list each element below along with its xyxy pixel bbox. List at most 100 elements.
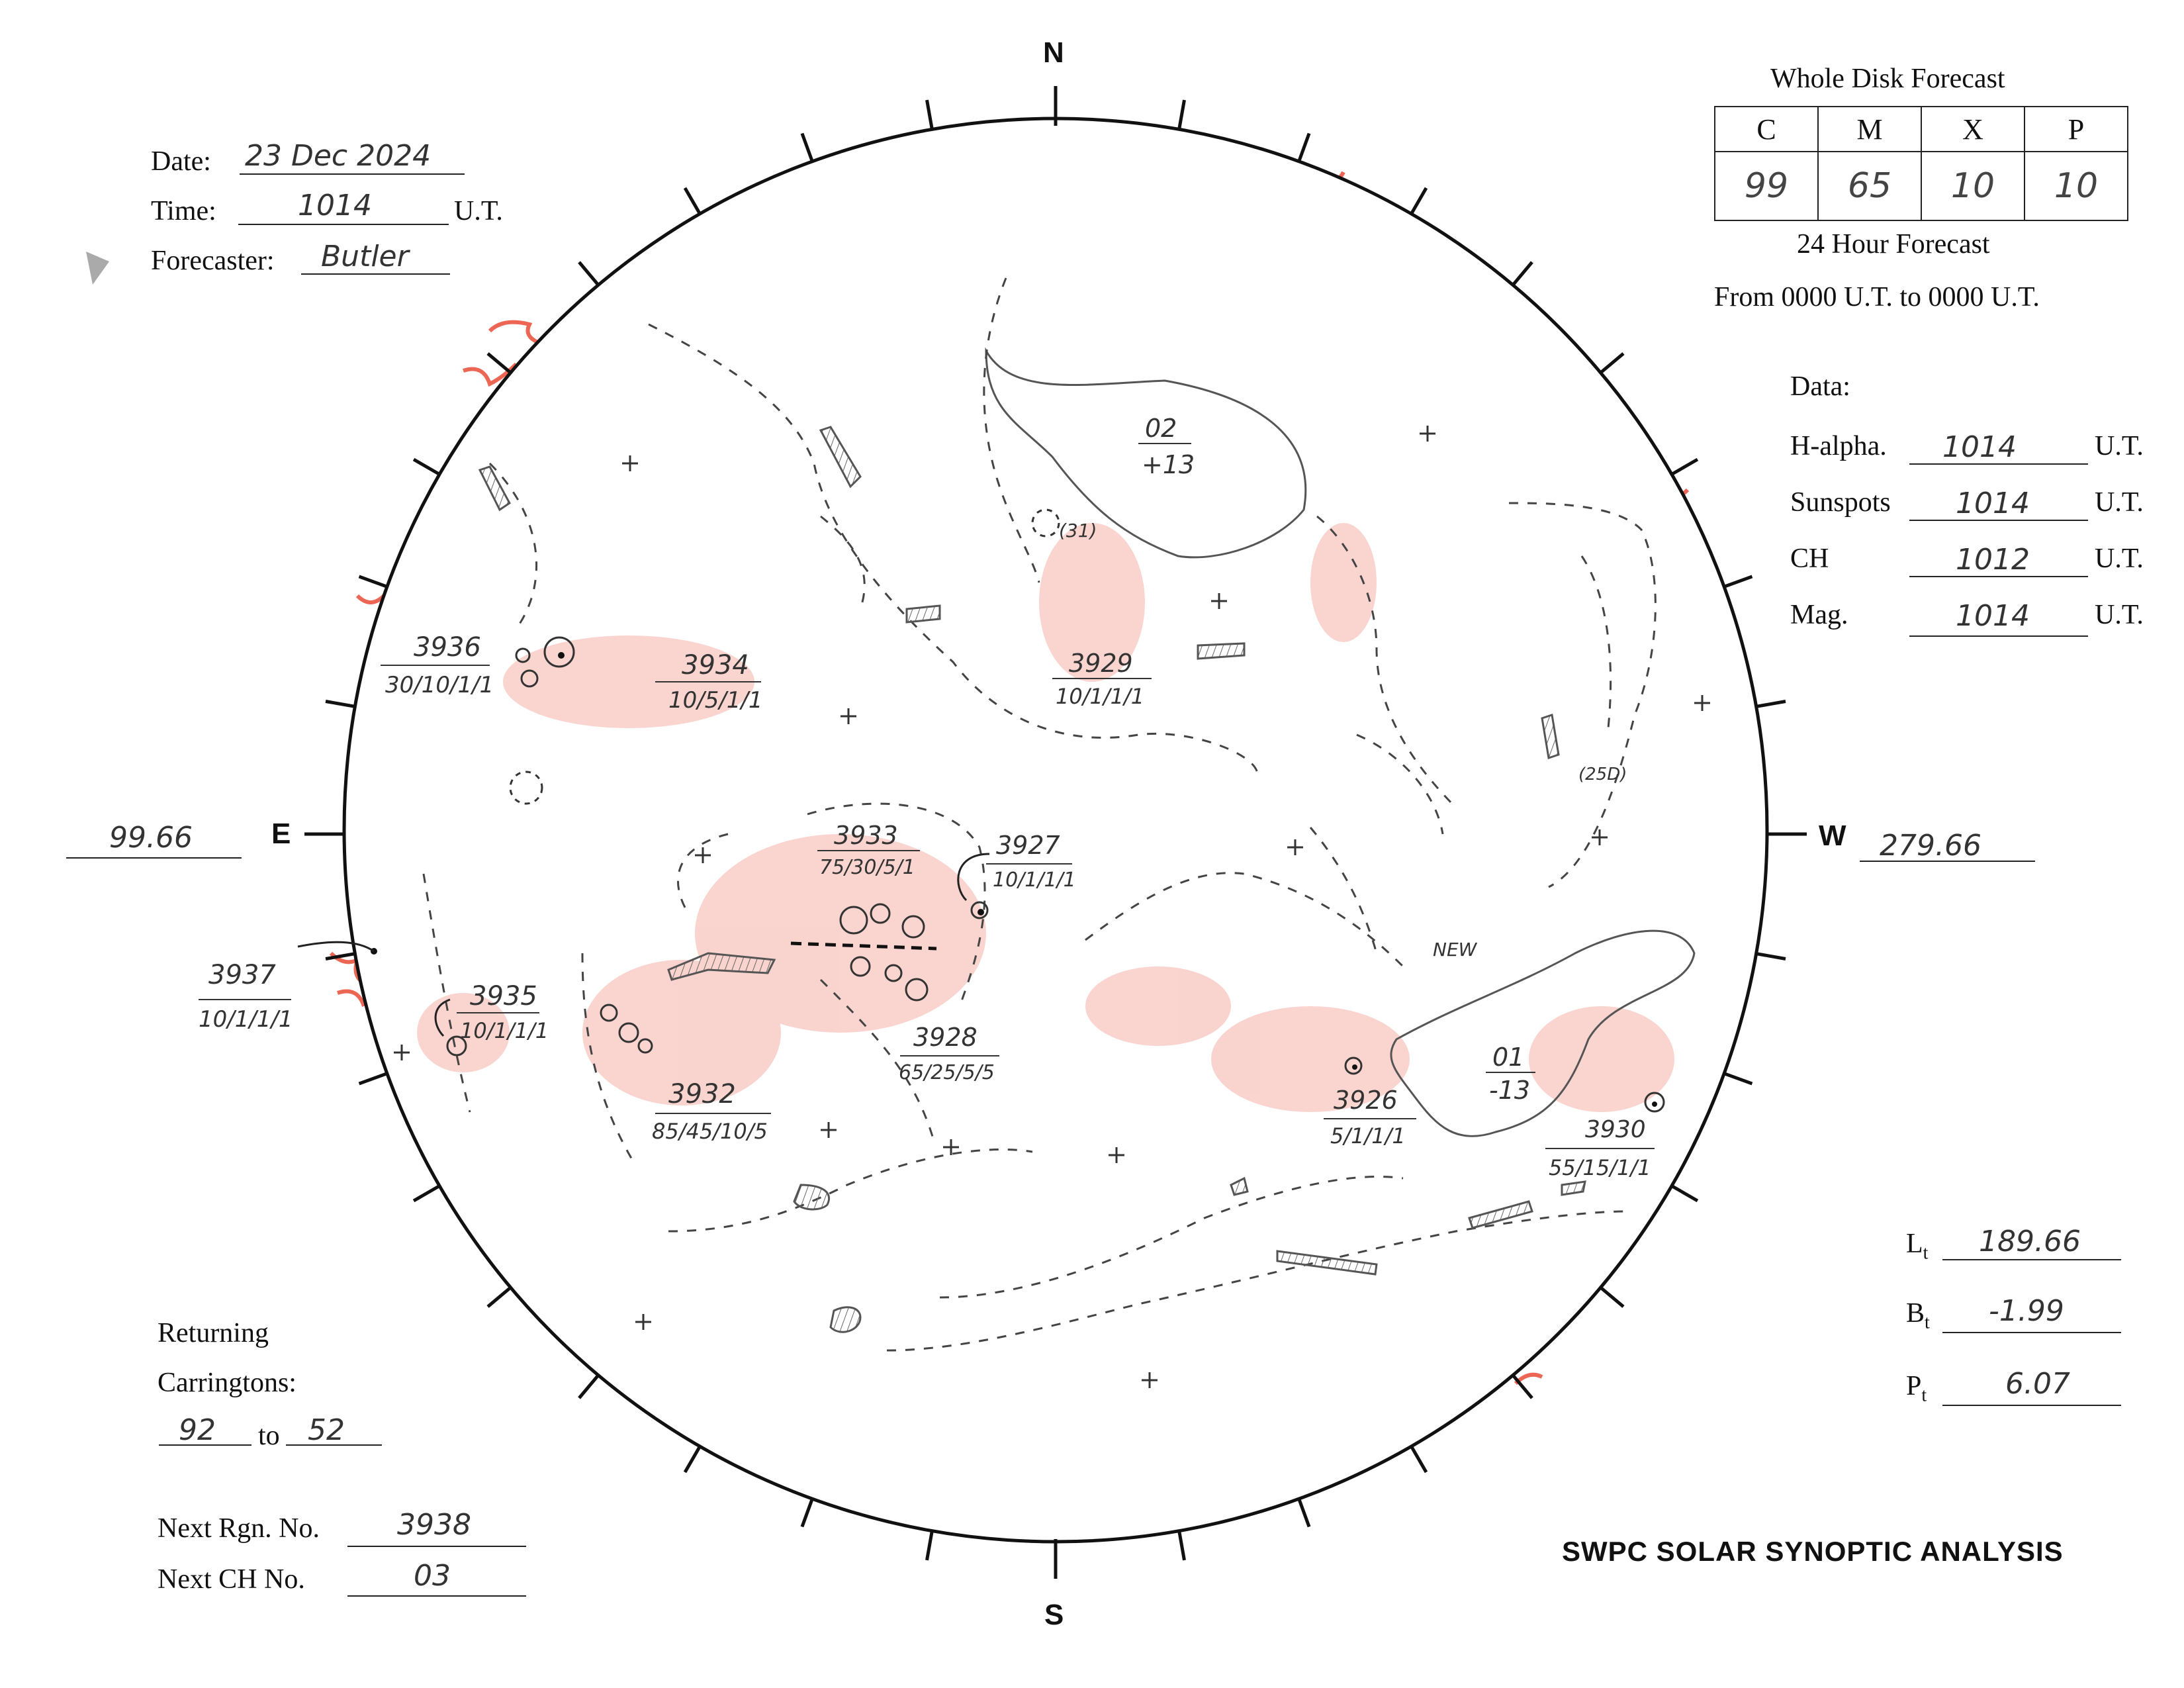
data-sunspots-unit: U.T. — [2095, 487, 2144, 518]
region-3933-class: 75/30/5/1 — [819, 856, 915, 879]
limb-tick — [683, 1445, 702, 1474]
inversion-line — [790, 941, 937, 951]
data-mag-value: 1014 — [1956, 599, 2030, 633]
forecast-val-c: 99 — [1714, 151, 1819, 221]
data-mag-rule — [1909, 635, 2088, 637]
compass-west: W — [1819, 820, 1846, 852]
annotation-31: (31) — [1059, 520, 1097, 541]
forecast-subtitle: 24 Hour Forecast — [1797, 229, 1990, 259]
data-halpha-label: H-alpha. — [1790, 431, 1887, 461]
next-region-value: 3938 — [397, 1508, 471, 1542]
disk-outline — [342, 117, 1769, 1544]
limb-tick — [1512, 261, 1533, 287]
forecast-value-row: 99 65 10 10 — [1714, 151, 2128, 221]
limb-tick — [800, 1498, 814, 1528]
bt-value: -1.99 — [1989, 1294, 2064, 1328]
lt-letter: L — [1906, 1229, 1923, 1259]
limb-tick — [1297, 132, 1311, 162]
ch-01-number: 01 — [1492, 1043, 1525, 1072]
pointer-arrows — [297, 853, 990, 1037]
limb-tick — [358, 1072, 388, 1086]
forecast-val-x: 10 — [1921, 151, 2025, 221]
east-longitude-rule — [66, 857, 242, 859]
forecaster-rule — [301, 273, 450, 275]
region-3928-class: 65/25/5/5 — [899, 1061, 995, 1084]
data-title: Data: — [1790, 371, 1850, 402]
bt-rule — [1942, 1332, 2121, 1333]
lt-label: Lt — [1906, 1228, 1928, 1264]
limb-tick — [925, 99, 934, 130]
spot-dots — [371, 652, 1657, 1107]
date-value: 23 Dec 2024 — [245, 139, 432, 173]
region-3926-number: 3926 — [1334, 1086, 1398, 1115]
data-ch-value: 1012 — [1956, 543, 2030, 577]
returning-to-rule — [286, 1444, 382, 1446]
region-3935-number: 3935 — [470, 981, 537, 1011]
lt-value: 189.66 — [1979, 1225, 2081, 1258]
data-mag-label: Mag. — [1790, 600, 1848, 630]
region-3926-class: 5/1/1/1 — [1330, 1123, 1406, 1149]
returning-from: 92 — [179, 1413, 216, 1447]
region-3932-class: 85/45/10/5 — [652, 1119, 768, 1144]
data-sunspots-label: Sunspots — [1790, 487, 1891, 518]
west-longitude: 279.66 — [1880, 829, 1981, 863]
data-ch-unit: U.T. — [2095, 543, 2144, 574]
region-3936-number: 3936 — [414, 632, 481, 663]
time-unit: U.T. — [454, 196, 503, 226]
data-halpha-rule — [1909, 463, 2088, 465]
limb-tick — [1410, 187, 1428, 215]
forecast-col-m: M — [1817, 106, 1922, 152]
forecast-col-x: X — [1921, 106, 2025, 152]
data-halpha-value: 1014 — [1942, 430, 2017, 464]
pt-rule — [1942, 1405, 2121, 1406]
limb-tick-marks — [325, 99, 1786, 1561]
region-3928-number: 3928 — [913, 1023, 978, 1052]
region-3930-class: 55/15/1/1 — [1549, 1155, 1651, 1180]
limb-tick — [1756, 952, 1786, 961]
region-3927-number: 3927 — [996, 831, 1060, 860]
forecaster-label: Forecaster: — [151, 246, 275, 276]
region-3934-number: 3934 — [682, 650, 749, 680]
region-3929-number: 3929 — [1069, 649, 1133, 678]
region-3936-class: 30/10/1/1 — [385, 672, 494, 698]
limb-tick — [578, 261, 600, 287]
pt-value: 6.07 — [2005, 1367, 2070, 1401]
returning-to: 52 — [308, 1413, 345, 1447]
returning-to-label: to — [258, 1421, 280, 1451]
region-3937-number: 3937 — [208, 960, 276, 990]
region-3930-number: 3930 — [1585, 1116, 1646, 1143]
bt-letter: B — [1906, 1298, 1925, 1329]
returning-from-rule — [159, 1444, 251, 1446]
time-label: Time: — [151, 196, 216, 226]
limb-tick — [1297, 1498, 1311, 1528]
next-region-rule — [347, 1546, 526, 1547]
limb-tick — [1723, 575, 1753, 588]
limb-tick — [486, 352, 512, 374]
pt-letter: P — [1906, 1371, 1922, 1401]
forecast-table: C M X P 99 65 10 10 — [1714, 106, 2128, 221]
data-ch-label: CH — [1790, 543, 1829, 574]
region-3929-class: 10/1/1/1 — [1056, 684, 1145, 709]
limb-tick — [1723, 1072, 1753, 1086]
compass-east: E — [271, 818, 291, 850]
next-ch-rule — [347, 1595, 526, 1597]
carringtons-label: Carringtons: — [158, 1368, 296, 1398]
data-mag-unit: U.T. — [2095, 600, 2144, 630]
limb-tick — [412, 457, 441, 476]
forecaster-value: Butler — [321, 240, 409, 273]
ch-02-polarity: +13 — [1142, 450, 1195, 479]
footer-title: SWPC SOLAR SYNOPTIC ANALYSIS — [1562, 1536, 2064, 1567]
limb-tick — [1512, 1374, 1533, 1399]
limb-tick — [1756, 700, 1786, 708]
lt-sub: t — [1923, 1243, 1929, 1264]
pt-label: Pt — [1906, 1370, 1927, 1406]
west-longitude-rule — [1860, 861, 2035, 862]
region-3933-number: 3933 — [834, 821, 898, 850]
forecast-col-c: C — [1714, 106, 1819, 152]
plage-regions — [417, 523, 1674, 1112]
bt-sub: t — [1925, 1312, 1930, 1333]
annotation-25d: (25D) — [1578, 765, 1627, 784]
data-sunspots-rule — [1909, 520, 2088, 521]
forecast-col-p: P — [2024, 106, 2128, 152]
